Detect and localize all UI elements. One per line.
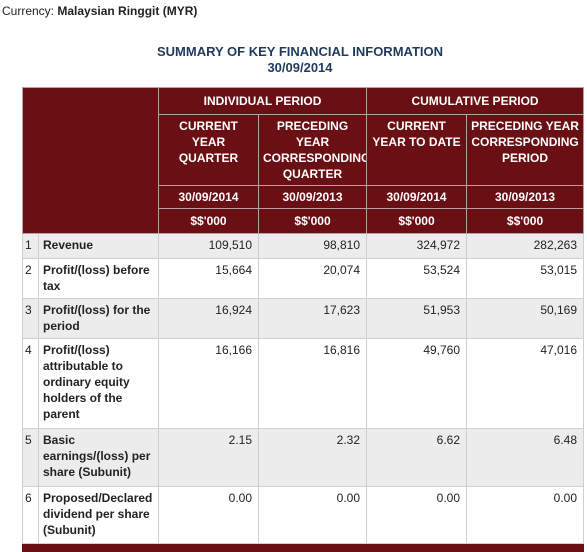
cell-value: 49,760 [366, 338, 468, 429]
cell-value: 282,263 [466, 233, 585, 259]
date: 30/09/2014 [267, 60, 333, 75]
row-number: 3 [22, 298, 39, 339]
date-header: 30/09/2014 [158, 185, 259, 209]
row-label: Profit/(loss) before tax [38, 258, 159, 299]
cell-value: 98,810 [257, 233, 368, 259]
data-row: 6 Proposed/Declared dividend per share (S… [22, 486, 585, 544]
cell-value: 47,016 [466, 338, 585, 429]
row-label: Revenue [38, 233, 159, 259]
cell-value: 16,166 [158, 338, 259, 429]
column-header: CURRENT YEAR QUARTER [158, 114, 259, 186]
row-number: 5 [22, 428, 39, 487]
column-header: CURRENT YEAR TO DATE [366, 114, 468, 186]
currency: Currency: Malaysian Ringgit (MYR) [2, 4, 197, 18]
data-row: 4 Profit/(loss) attributable to ordinary … [22, 338, 585, 429]
header-row: 30/09/2014 30/09/2013 30/09/2014 30/09/2013 [23, 185, 585, 209]
cell-value: 50,169 [466, 298, 585, 339]
footer-cell [21, 543, 585, 552]
unit-header: $$'000 [257, 208, 368, 234]
row-number: 1 [22, 233, 39, 259]
group-header: INDIVIDUAL PERIOD [157, 87, 368, 115]
header-row: CURRENT YEAR QUARTER PRECEDING YEAR CORRE… [23, 114, 585, 186]
row-number: 4 [22, 338, 39, 429]
cell-value: 17,623 [257, 298, 368, 339]
cell-value: 109,510 [158, 233, 259, 259]
cell-value: 0.00 [158, 486, 259, 544]
data-row: 5 Basic earnings/(loss) per share (Subuni… [22, 428, 585, 487]
title: SUMMARY OF KEY FINANCIAL INFORMATION [157, 44, 443, 59]
cell-value: 51,953 [366, 298, 468, 339]
date-header: 30/09/2013 [466, 185, 585, 209]
data-row: 1 Revenue 109,510 98,810 324,972 282,263 [22, 233, 585, 259]
data-row: 3 Profit/(loss) for the period 16,924 17,62… [22, 298, 585, 339]
cell-value: 16,924 [158, 298, 259, 339]
cell-value: 324,972 [366, 233, 468, 259]
cell-value: 15,664 [158, 258, 259, 299]
group-header: CUMULATIVE PERIOD [366, 87, 585, 115]
cell-value: 0.00 [366, 486, 468, 544]
header-row: INDIVIDUAL PERIOD CUMULATIVE PERIOD [22, 87, 585, 234]
row-number: 6 [22, 486, 39, 544]
cell-value: 20,074 [257, 258, 368, 299]
cell-value: 16,816 [257, 338, 368, 429]
row-label: Proposed/Declared dividend per share (Su… [38, 486, 159, 544]
column-header: PRECEDING YEAR CORRESPONDING QUARTER [257, 114, 368, 186]
date-header: 30/09/2014 [366, 185, 468, 209]
row-label: Basic earnings/(loss) per share (Subunit… [38, 428, 159, 487]
unit-header: $$'000 [466, 208, 585, 234]
heading: SUMMARY OF KEY FINANCIAL INFORMATION 30/… [0, 44, 587, 76]
cell-value: 6.48 [466, 428, 585, 487]
unit-header: $$'000 [158, 208, 259, 234]
currency-label: Currency: [2, 4, 55, 18]
data-row: 2 Profit/(loss) before tax 15,664 20,074 53,… [22, 258, 585, 299]
row-label: Profit/(loss) attributable to ordinary e… [38, 338, 159, 429]
row-label: Profit/(loss) for the period [38, 298, 159, 339]
unit-header: $$'000 [366, 208, 468, 234]
cell-value: 2.32 [257, 428, 368, 487]
cell-value: 53,015 [466, 258, 585, 299]
cell-value: 0.00 [466, 486, 585, 544]
cell-value: 0.00 [257, 486, 368, 544]
column-header: PRECEDING YEAR CORRESPONDING PERIOD [466, 114, 585, 186]
cell-value: 53,524 [366, 258, 468, 299]
footer-row [21, 543, 585, 552]
cell-value: 6.62 [366, 428, 468, 487]
financial-table: INDIVIDUAL PERIOD CUMULATIVE PERIOD CURREN… [21, 87, 585, 552]
header-row: $$'000 $$'000 $$'000 $$'000 [23, 208, 585, 234]
currency-value: Malaysian Ringgit (MYR) [57, 4, 198, 18]
header-blank [22, 87, 159, 234]
cell-value: 2.15 [158, 428, 259, 487]
date-header: 30/09/2013 [257, 185, 368, 209]
row-number: 2 [22, 258, 39, 299]
page: Currency: Malaysian Ringgit (MYR) SUMMAR… [0, 4, 587, 552]
